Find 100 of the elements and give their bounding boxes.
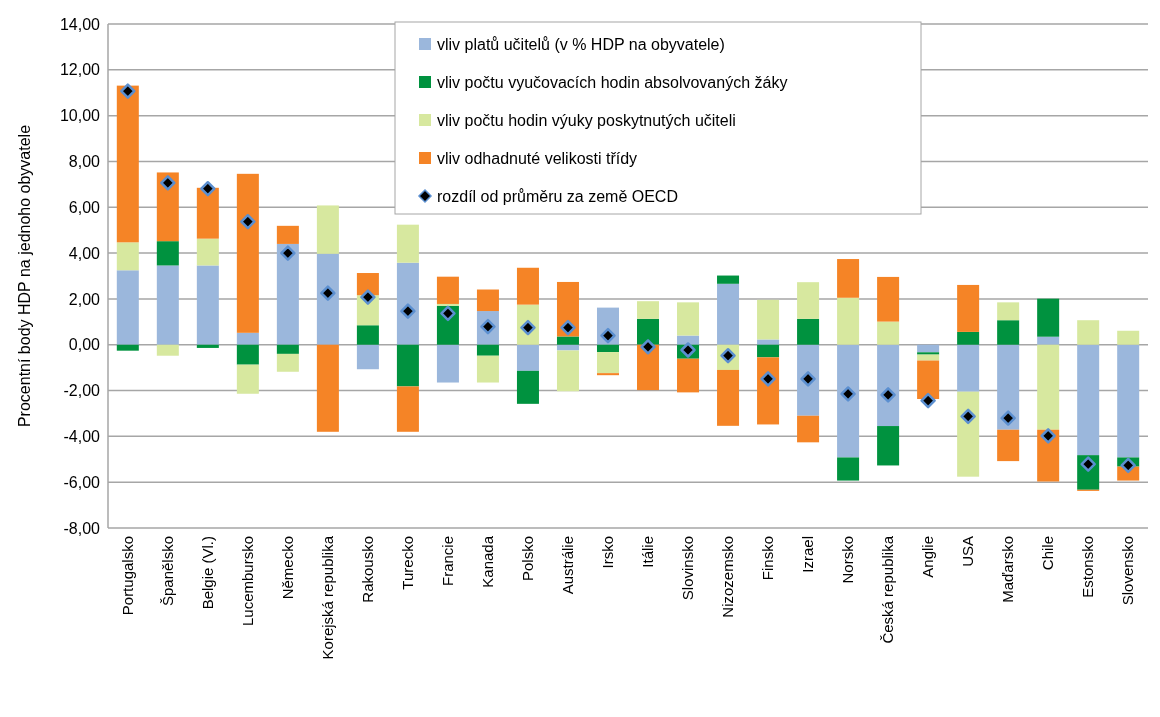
y-tick-label: 0,00 [68,336,101,354]
x-tick-label: Rakousko [359,536,377,603]
y-tick-label: -2,00 [63,382,101,400]
bar [396,262,419,345]
bar [717,283,740,345]
point [120,83,136,99]
bar [156,265,179,345]
x-tick-label: Lucembursko [239,536,257,627]
bar [236,344,259,365]
bar [276,225,299,244]
bar [797,318,820,345]
point [920,392,936,409]
bar [997,320,1020,345]
bar [316,344,339,432]
bar [596,344,619,353]
x-tick-label: Austrálie [559,536,577,595]
point [160,175,176,191]
bar [997,302,1020,321]
point [400,303,416,319]
bar [1117,344,1140,458]
bar [717,369,740,426]
bar [476,289,499,312]
bar [516,370,539,404]
bar [316,205,339,254]
x-tick-label: Česká republika [879,535,897,644]
bar [877,344,900,427]
bar [677,335,700,345]
bar [156,344,179,356]
point [360,289,376,305]
bar [276,344,299,354]
x-tick-label: Anglie [919,536,937,578]
bar [677,302,700,336]
x-tick-label: Turecko [399,536,417,590]
point [320,285,336,301]
bar [917,360,940,400]
x-tick-label: Polsko [519,536,537,582]
bar [236,332,259,345]
bar [957,284,980,332]
bar [356,273,379,296]
point [760,371,776,387]
bar [957,344,980,392]
x-tick-label: USA [959,536,977,567]
bar [356,325,379,345]
x-tick-label: Korejská republika [319,535,337,660]
bar [276,243,299,345]
bar [957,331,980,345]
bar [837,344,860,458]
bar [637,301,660,319]
bar [556,336,579,345]
bar [476,344,499,356]
point [640,339,656,355]
x-tick-label: Finsko [759,536,777,581]
x-tick-label: Irsko [599,536,617,569]
x-tick-label: Maďarsko [999,536,1017,603]
bar [356,344,379,370]
point [560,319,576,336]
bar [917,354,940,361]
point [1080,456,1096,472]
bar [396,386,419,432]
bar [957,391,980,477]
bar [516,267,539,305]
bar [917,344,940,353]
bar [236,364,259,394]
point [1040,428,1056,444]
bar [877,321,900,345]
x-tick-label: Izrael [799,536,817,573]
bar [596,352,619,374]
bar [476,355,499,383]
bar [837,457,860,481]
bar [1077,320,1100,345]
bar [997,429,1020,462]
x-tick-label: Belgie (Vl.) [199,536,217,610]
bar [637,318,660,345]
bar [196,344,219,348]
y-tick-label: 4,00 [68,244,101,262]
x-tick-label: Nizozemsko [719,536,737,618]
x-tick-label: Estonsko [1079,536,1097,598]
bar [556,350,579,392]
bar [997,344,1020,430]
bar [797,282,820,319]
y-tick-label: 8,00 [68,153,101,171]
bar [757,339,780,345]
bar [837,259,860,298]
bar [837,297,860,345]
bar [757,299,780,340]
bar [436,344,459,383]
bar [757,344,780,358]
x-tick-label: Kanada [479,535,497,588]
bar [116,242,139,271]
x-tick-label: Slovensko [1119,536,1137,606]
x-tick-label: Chile [1039,536,1057,571]
point [440,305,456,322]
bar [717,275,740,284]
point [800,371,816,387]
point [1120,457,1136,474]
y-tick-label: 12,00 [59,61,101,79]
legend-label: vliv počtu vyučovacích hodin absolvovaných žáky [437,73,788,91]
y-tick-label: -4,00 [63,427,101,445]
bar [917,352,940,355]
bar [797,415,820,443]
